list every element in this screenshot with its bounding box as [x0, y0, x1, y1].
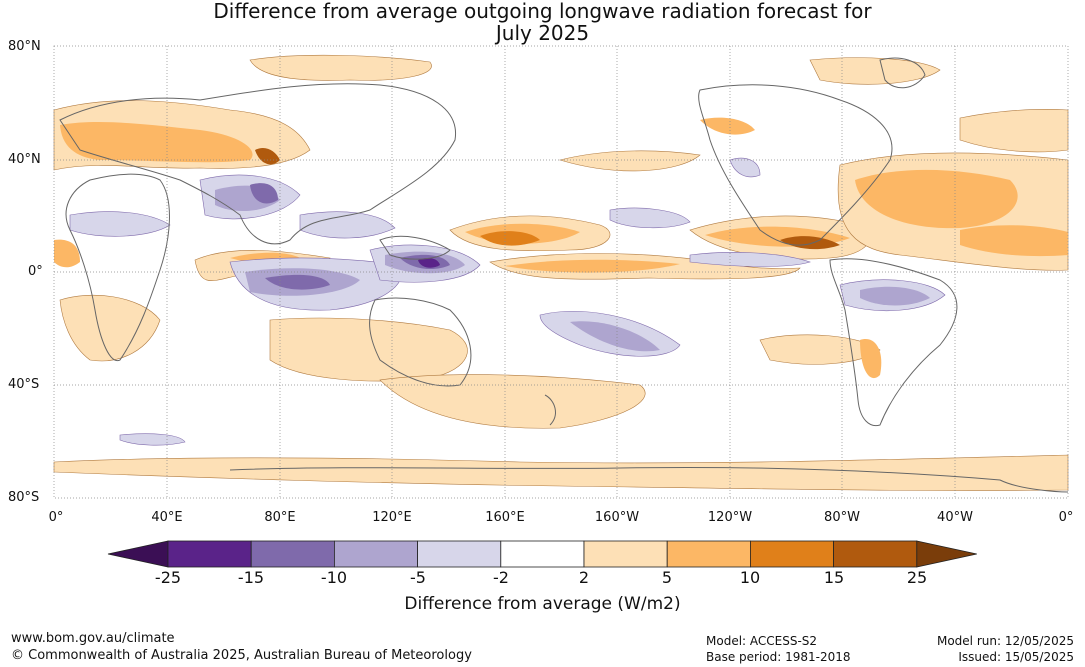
colorbar-swatch [583, 540, 668, 568]
x-tick-label: 160°W [594, 510, 640, 525]
footer-base-period: Base period: 1981-2018 [706, 650, 851, 664]
colorbar-swatch [833, 540, 918, 568]
colorbar-swatch [500, 540, 585, 568]
chart-title-line-2: July 2025 [495, 21, 590, 45]
y-tick-label: 80°N [8, 39, 41, 54]
colorbar-swatch [750, 540, 835, 568]
chart-title-line-1: Difference from average outgoing longwav… [213, 0, 872, 23]
graticule [54, 46, 1068, 498]
colorbar-label: 15 [823, 568, 845, 587]
colorbar-label: 5 [661, 568, 673, 587]
x-tick-label: 0° [48, 510, 64, 525]
x-tick-label: 80°E [264, 510, 296, 525]
colorbar-title: Difference from average (W/m2) [404, 594, 681, 614]
colorbar-label: 2 [578, 568, 590, 587]
footer-model-run: Model run: 12/05/2025 [936, 634, 1074, 648]
colorbar-extend-high [916, 540, 977, 568]
x-tick-label: 120°W [707, 510, 753, 525]
footer-website: www.bom.gov.au/climate [11, 631, 175, 646]
colorbar-swatch [167, 540, 252, 568]
positive-anomaly-regions [53, 54, 1069, 491]
footer-copyright: © Commonwealth of Australia 2025, Austra… [11, 648, 472, 663]
colorbar-swatch [333, 540, 418, 568]
footer-issued: Issued: 15/05/2025 [958, 650, 1074, 664]
colorbar-swatch [250, 540, 335, 568]
colorbar-label: -15 [237, 568, 265, 587]
colorbar-swatch [666, 540, 751, 568]
y-tick-label: 0° [28, 264, 43, 279]
colorbar-label: 10 [739, 568, 761, 587]
y-tick-label: 80°S [8, 490, 40, 505]
x-tick-label: 0° [1058, 510, 1074, 525]
map-frame [53, 45, 1069, 499]
x-tick-label: 160°E [485, 510, 525, 525]
x-tick-label: 80°W [824, 510, 860, 525]
x-tick-label: 120°E [372, 510, 412, 525]
y-tick-label: 40°N [8, 152, 41, 167]
colorbar-label: -10 [320, 568, 348, 587]
colorbar-label: 25 [906, 568, 928, 587]
y-tick-label: 40°S [8, 377, 40, 392]
colorbar-label: -5 [410, 568, 426, 587]
x-tick-label: 40°W [937, 510, 973, 525]
x-tick-label: 40°E [151, 510, 183, 525]
colorbar-extend-low [107, 540, 169, 568]
colorbar-swatch [417, 540, 502, 568]
footer-model: Model: ACCESS-S2 [706, 634, 818, 648]
colorbar-label: -25 [154, 568, 182, 587]
colorbar-label: -2 [493, 568, 509, 587]
negative-anomaly-regions [69, 157, 946, 446]
